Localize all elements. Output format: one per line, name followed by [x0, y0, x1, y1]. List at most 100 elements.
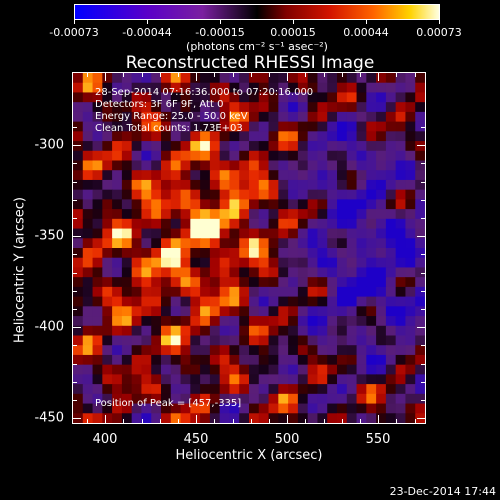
heatmap-cell: [131, 189, 143, 200]
heatmap-cell: [239, 403, 250, 414]
heatmap-cell: [297, 111, 309, 123]
heatmap-cell: [180, 393, 191, 405]
heatmap-cell: [73, 257, 84, 269]
axis-tick: [73, 400, 77, 401]
heatmap-cell: [229, 354, 240, 366]
heatmap-cell: [112, 92, 123, 103]
heatmap-cell: [317, 374, 328, 385]
heatmap-cell: [73, 296, 84, 307]
heatmap-cell: [102, 189, 113, 200]
heatmap-cell: [112, 248, 123, 259]
axis-tick: [421, 382, 425, 383]
heatmap-cell: [307, 160, 319, 171]
heatmap-cell: [337, 403, 348, 414]
heatmap-cell: [366, 111, 377, 123]
heatmap-cell: [395, 393, 407, 405]
heatmap-cell: [405, 150, 416, 162]
x-tick-label: 500: [274, 432, 300, 447]
heatmap-cell: [268, 150, 279, 162]
heatmap-cell: [327, 286, 338, 298]
heatmap-cell: [288, 296, 299, 307]
heatmap-cell: [317, 179, 328, 191]
heatmap-image: [73, 73, 425, 423]
heatmap-cell: [415, 374, 425, 385]
heatmap-cell: [288, 248, 299, 259]
heatmap-cell: [376, 335, 387, 346]
heatmap-cell: [346, 92, 358, 103]
heatmap-cell: [307, 354, 319, 366]
heatmap-cell: [151, 111, 162, 123]
heatmap-cell: [268, 306, 279, 317]
heatmap-cell: [366, 384, 377, 395]
heatmap-cell: [405, 92, 416, 103]
heatmap-cell: [121, 179, 133, 191]
heatmap-cell: [141, 150, 152, 162]
heatmap-cell: [317, 92, 328, 103]
heatmap-cell: [161, 102, 172, 113]
heatmap-cell: [112, 121, 123, 132]
heatmap-cell: [190, 238, 201, 249]
heatmap-cell: [278, 384, 289, 395]
axis-tick: [178, 73, 179, 77]
heatmap-cell: [131, 179, 143, 191]
heatmap-cell: [209, 296, 221, 307]
heatmap-cell: [131, 306, 143, 317]
heatmap-cell: [112, 316, 123, 327]
colorbar-tick: [439, 20, 440, 24]
heatmap-cell: [268, 267, 279, 278]
heatmap-cell: [200, 393, 211, 405]
info-energy: Energy Range: 25.0 - 50.0 keV: [95, 111, 248, 122]
heatmap-cell: [249, 131, 260, 142]
heatmap-cell: [239, 150, 250, 162]
heatmap-cell: [317, 403, 328, 414]
heatmap-cell: [249, 248, 260, 259]
heatmap-cell: [268, 354, 279, 366]
heatmap-cell: [288, 131, 299, 142]
heatmap-cell: [73, 345, 84, 356]
heatmap-cell: [278, 199, 289, 210]
heatmap-cell: [151, 364, 162, 375]
heatmap-cell: [288, 306, 299, 317]
heatmap-cell: [415, 248, 425, 259]
heatmap-cell: [102, 209, 113, 220]
heatmap-cell: [219, 92, 231, 103]
axis-tick: [73, 382, 77, 383]
heatmap-cell: [121, 403, 133, 414]
axis-tick: [378, 419, 379, 423]
heatmap-cell: [346, 209, 358, 220]
heatmap-cell: [82, 403, 94, 414]
heatmap-cell: [288, 325, 299, 337]
heatmap-cell: [209, 102, 221, 113]
heatmap-cell: [190, 393, 201, 405]
heatmap-cell: [395, 73, 407, 84]
heatmap-cell: [415, 82, 425, 94]
heatmap-cell: [229, 413, 240, 423]
heatmap-cell: [200, 277, 211, 288]
heatmap-cell: [297, 141, 309, 152]
heatmap-cell: [337, 248, 348, 259]
heatmap-cell: [239, 199, 250, 210]
heatmap-cell: [92, 374, 103, 385]
heatmap-cell: [121, 121, 133, 132]
heatmap-cell: [356, 73, 367, 84]
heatmap-cell: [278, 73, 289, 84]
heatmap-cell: [239, 345, 250, 356]
heatmap-cell: [307, 335, 319, 346]
heatmap-cell: [366, 199, 377, 210]
heatmap-cell: [366, 73, 377, 84]
heatmap-cell: [337, 306, 348, 317]
heatmap-cell: [356, 179, 367, 191]
heatmap-cell: [190, 170, 201, 181]
heatmap-cell: [190, 209, 201, 220]
heatmap-cell: [288, 335, 299, 346]
heatmap-cell: [278, 257, 289, 269]
heatmap-cell: [327, 354, 338, 366]
heatmap-cell: [317, 199, 328, 210]
heatmap-cell: [288, 374, 299, 385]
axis-tick: [73, 291, 77, 292]
heatmap-cell: [131, 248, 143, 259]
heatmap-cell: [170, 131, 182, 142]
heatmap-cell: [249, 316, 260, 327]
heatmap-cell: [327, 364, 338, 375]
heatmap-cell: [356, 170, 367, 181]
